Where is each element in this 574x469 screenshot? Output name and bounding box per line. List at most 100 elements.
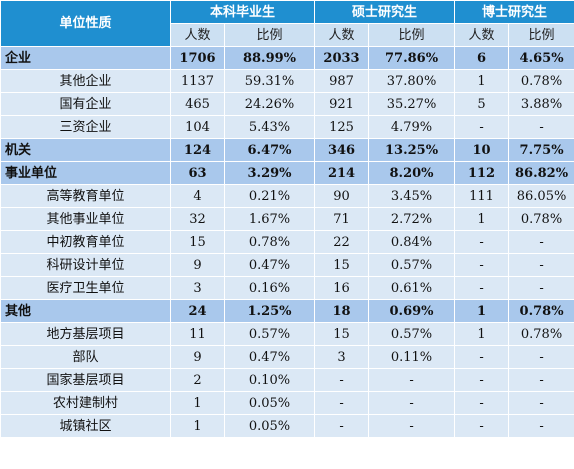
ratio-cell: - [508,414,574,438]
count-cell: 15 [314,322,370,346]
ratio-cell: 0.16% [223,276,316,300]
ratio-cell: 37.80% [368,69,456,93]
count-cell: 1 [454,299,510,323]
ratio-cell: 0.78% [508,69,574,93]
ratio-cell: 0.05% [223,414,316,438]
ratio-cell: 0.69% [368,299,456,323]
count-cell: 1137 [170,69,225,93]
subcategory-row: 医疗卫生单位 3 0.16% 16 0.61% - - [0,276,574,300]
count-cell: - [454,391,510,415]
count-cell: 2 [170,368,225,392]
count-cell: - [454,368,510,392]
ratio-cell: 88.99% [223,46,316,70]
subheader-ratio: 比例 [223,23,316,47]
subheader-row: 人数 比例 人数 比例 人数 比例 [1,23,574,47]
count-cell: 18 [314,299,370,323]
count-cell: 71 [314,207,370,231]
ratio-cell: 86.82% [508,161,574,185]
count-cell: 104 [170,115,225,139]
ratio-cell: 0.05% [223,391,316,415]
count-cell: 1 [170,391,225,415]
ratio-cell: 3.45% [368,184,456,208]
count-cell: 9 [170,253,225,277]
count-cell: 10 [454,138,510,162]
subcategory-row: 其他企业 1137 59.31% 987 37.80% 1 0.78% [0,69,574,93]
count-cell: 124 [170,138,225,162]
ratio-cell: 4.79% [368,115,456,139]
count-cell: 15 [170,230,225,254]
count-cell: 921 [314,92,370,116]
count-cell: 15 [314,253,370,277]
subheader-count: 人数 [454,23,510,47]
ratio-cell: 0.78% [223,230,316,254]
subcategory-row: 其他事业单位 32 1.67% 71 2.72% 1 0.78% [0,207,574,231]
ratio-cell: 35.27% [368,92,456,116]
row-label: 地方基层项目 [0,322,171,346]
ratio-cell: - [508,253,574,277]
ratio-cell: 77.86% [368,46,456,70]
ratio-cell: 0.10% [223,368,316,392]
group-header-bachelor: 本科毕业生 [169,0,316,24]
ratio-cell: - [368,391,456,415]
count-cell: 22 [314,230,370,254]
count-cell: 90 [314,184,370,208]
subcategory-row: 三资企业 104 5.43% 125 4.79% - - [0,115,574,139]
count-cell: 9 [170,345,225,369]
count-cell: 11 [170,322,225,346]
category-row: 其他 24 1.25% 18 0.69% 1 0.78% [0,299,574,323]
subcategory-row: 部队 9 0.47% 3 0.11% - - [0,345,574,369]
ratio-cell: 3.88% [508,92,574,116]
subcategory-row: 农村建制村 1 0.05% - - - - [0,391,574,415]
ratio-cell: - [508,276,574,300]
group-header-doctor: 博士研究生 [454,0,574,24]
ratio-cell: 0.78% [508,299,574,323]
subheader-ratio: 比例 [368,23,456,47]
row-label: 企业 [0,46,171,70]
ratio-cell: 86.05% [508,184,574,208]
count-cell: - [314,391,370,415]
ratio-cell: - [508,115,574,139]
count-cell: 1706 [170,46,225,70]
header-row: 单位性质 本科毕业生 硕士研究生 博士研究生 [0,0,574,47]
ratio-cell: 0.47% [223,253,316,277]
count-cell: 3 [170,276,225,300]
count-cell: 214 [314,161,370,185]
count-cell: - [454,414,510,438]
count-cell: 111 [454,184,510,208]
count-cell: 16 [314,276,370,300]
count-cell: 3 [314,345,370,369]
row-label: 其他企业 [0,69,171,93]
count-cell: 4 [170,184,225,208]
subcategory-row: 国有企业 465 24.26% 921 35.27% 5 3.88% [0,92,574,116]
row-label: 医疗卫生单位 [0,276,171,300]
subcategory-row: 中初教育单位 15 0.78% 22 0.84% - - [0,230,574,254]
count-cell: - [454,345,510,369]
row-label: 中初教育单位 [0,230,171,254]
ratio-cell: 0.78% [508,322,574,346]
row-label: 科研设计单位 [0,253,171,277]
subcategory-row: 国家基层项目 2 0.10% - - - - [0,368,574,392]
count-cell: 6 [454,46,510,70]
ratio-cell: 0.78% [508,207,574,231]
ratio-cell: 24.26% [223,92,316,116]
count-cell: 1 [170,414,225,438]
count-cell: 346 [314,138,370,162]
ratio-cell: 0.84% [368,230,456,254]
subcategory-row: 高等教育单位 4 0.21% 90 3.45% 111 86.05% [0,184,574,208]
count-cell: 63 [170,161,225,185]
count-cell: - [454,115,510,139]
ratio-cell: 3.29% [223,161,316,185]
table-body: 企业 1706 88.99% 2033 77.86% 6 4.65% 其他企业 1137 59.3… [0,46,574,438]
row-label: 其他事业单位 [0,207,171,231]
row-label: 国家基层项目 [0,368,171,392]
row-label: 事业单位 [0,161,171,185]
ratio-cell: - [508,368,574,392]
row-label: 国有企业 [0,92,171,116]
ratio-cell: 0.57% [368,322,456,346]
ratio-cell: 7.75% [508,138,574,162]
ratio-cell: 13.25% [368,138,456,162]
count-cell: 1 [454,207,510,231]
subcategory-row: 城镇社区 1 0.05% - - - - [0,414,574,438]
count-cell: - [314,368,370,392]
count-cell: 112 [454,161,510,185]
